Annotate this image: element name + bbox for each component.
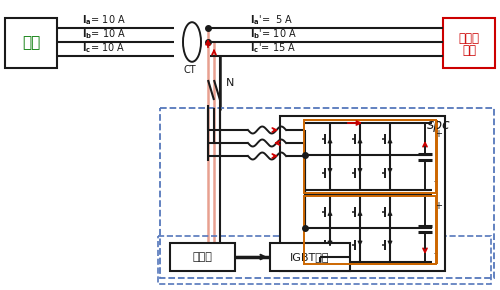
Text: -: - — [434, 248, 438, 258]
Text: $\mathbf{I_a}$'=  5 A: $\mathbf{I_a}$'= 5 A — [250, 13, 294, 27]
Bar — [443, 18, 495, 68]
Text: 负载: 负载 — [462, 44, 476, 57]
Text: $\mathbf{I_a}$= 10 A: $\mathbf{I_a}$= 10 A — [82, 13, 126, 27]
Text: +: + — [434, 129, 442, 139]
Bar — [304, 196, 436, 264]
Text: $\mathbf{I_b}$= 10 A: $\mathbf{I_b}$= 10 A — [82, 27, 126, 41]
Text: $\mathbf{I_b}$'= 10 A: $\mathbf{I_b}$'= 10 A — [250, 27, 297, 41]
Text: +: + — [434, 201, 442, 211]
Bar — [270, 243, 350, 271]
Bar — [304, 120, 436, 193]
Text: $\mathbf{I_c}$= 10 A: $\mathbf{I_c}$= 10 A — [82, 41, 126, 55]
Bar — [280, 116, 445, 271]
Bar — [5, 18, 57, 68]
Text: 电网: 电网 — [22, 35, 40, 50]
Bar — [158, 236, 491, 284]
Text: $\mathbf{I_c}$'= 15 A: $\mathbf{I_c}$'= 15 A — [250, 41, 296, 55]
Text: -: - — [434, 176, 438, 186]
Text: 不平衡: 不平衡 — [458, 32, 479, 46]
Bar — [170, 243, 235, 271]
Text: CT: CT — [184, 65, 196, 75]
Bar — [160, 108, 494, 278]
Text: IGBT驱动: IGBT驱动 — [290, 252, 330, 262]
Text: N: N — [226, 78, 234, 88]
Text: spc: spc — [427, 118, 451, 132]
Text: 控制器: 控制器 — [192, 252, 212, 262]
